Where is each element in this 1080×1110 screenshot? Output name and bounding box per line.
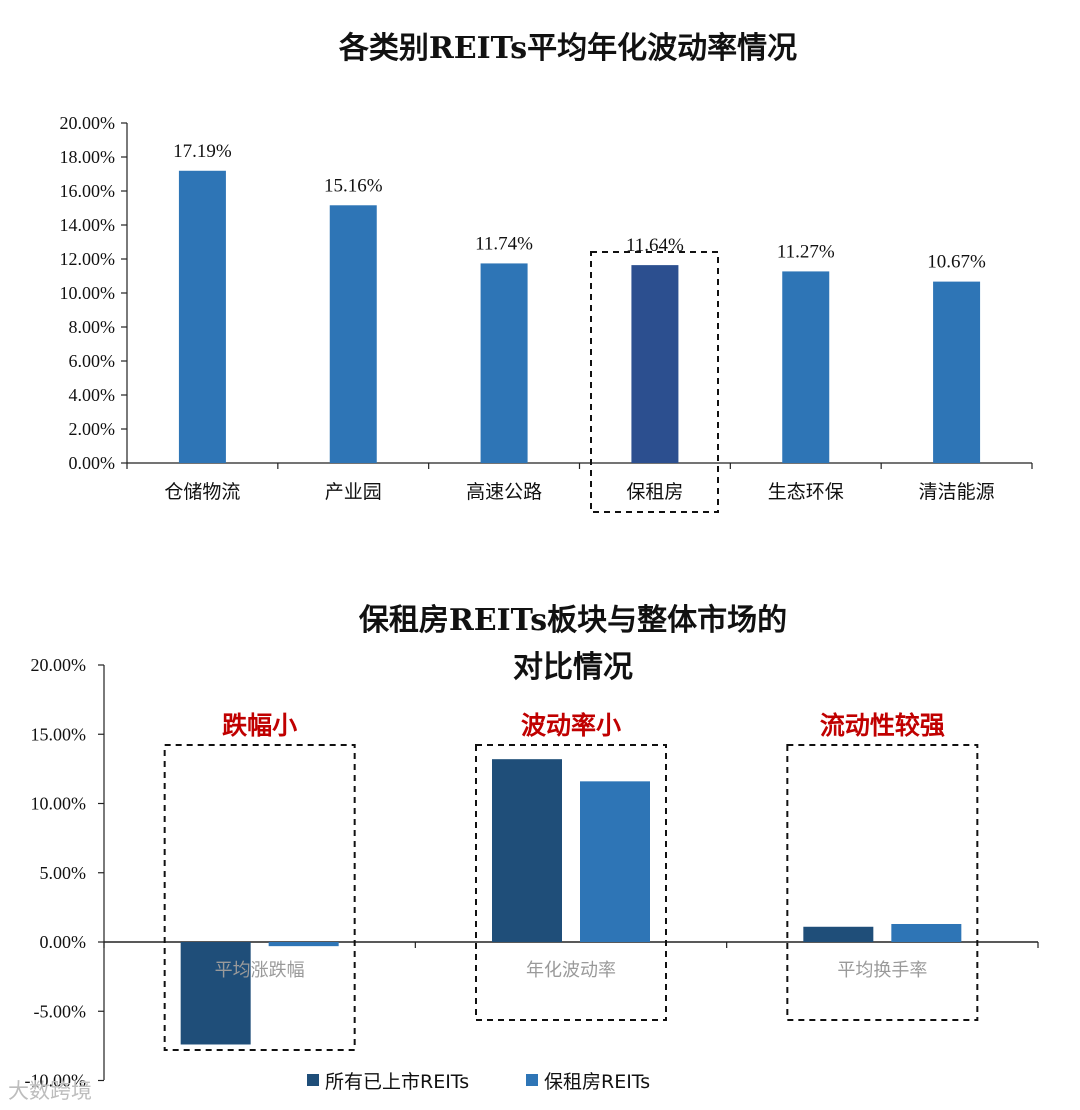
chart2-group-box: [786, 744, 979, 1021]
chart2-bar: [803, 926, 874, 942]
chart2-bar: [891, 923, 962, 942]
chart1-category-label: 高速公路: [466, 481, 542, 503]
chart1-category-label: 清洁能源: [919, 481, 995, 503]
chart2-legend-item: 所有已上市REITs: [307, 1071, 469, 1093]
chart2-y-tick-label: -5.00%: [34, 1001, 87, 1021]
chart2-bar: [580, 781, 650, 942]
chart1-category-label: 保租房: [626, 481, 683, 503]
chart2-group-note: 波动率小: [521, 711, 621, 740]
chart2-bar: [492, 759, 562, 942]
chart2-category-label: 平均涨跌幅: [215, 960, 305, 981]
chart1-data-label: 11.64%: [626, 235, 684, 256]
chart2-bar: [268, 942, 339, 947]
chart2-bar: [180, 942, 251, 1045]
chart1-y-tick-label: 16.00%: [60, 181, 116, 201]
reits-comparison-chart: 保租房REITs板块与整体市场的 对比情况 -10.00% -5.00% 0.00%…: [25, 603, 1039, 1093]
chart1-bar: [933, 281, 981, 463]
chart1-y-tick-label: 12.00%: [60, 249, 116, 269]
chart2-legend: 所有已上市REITs 保租房REITs: [307, 1071, 650, 1093]
chart2-title-line2: 对比情况: [513, 650, 633, 685]
chart1-data-label: 10.67%: [927, 252, 986, 273]
chart1-y-tick-label: 10.00%: [60, 283, 116, 303]
chart1-data-label: 11.27%: [777, 241, 835, 262]
chart2-legend-label: 所有已上市REITs: [325, 1071, 469, 1093]
watermark: 大数跨境: [8, 1079, 92, 1103]
chart1-y-axis: 0.00% 2.00% 4.00% 6.00% 8.00% 10.00% 12.00% 14.…: [60, 113, 127, 473]
chart2-legend-label: 保租房REITs: [544, 1071, 650, 1093]
chart1-y-tick-label: 6.00%: [69, 351, 116, 371]
chart2-legend-swatch: [526, 1074, 538, 1086]
chart2-category-label: 平均换手率: [837, 960, 927, 981]
volatility-by-category-chart: 各类别REITs平均年化波动率情况 0.00% 2.00% 4.00% 6.00% 8.…: [60, 31, 1033, 513]
chart1-y-tick-label: 18.00%: [60, 147, 116, 167]
chart1-y-tick-label: 2.00%: [69, 419, 116, 439]
chart1-data-label: 15.16%: [324, 175, 383, 196]
chart1-bar: [329, 205, 377, 463]
chart2-category-label: 年化波动率: [526, 960, 616, 981]
chart1-y-tick-label: 0.00%: [69, 453, 116, 473]
chart1-bar: [631, 265, 679, 463]
chart2-y-tick-label: 0.00%: [40, 932, 87, 952]
chart1-y-tick-label: 14.00%: [60, 215, 116, 235]
chart1-bar: [782, 271, 830, 463]
chart2-y-tick-label: -10.00%: [25, 1071, 87, 1091]
chart1-bar: [480, 263, 528, 463]
chart2-y-tick-label: 20.00%: [31, 655, 87, 675]
chart1-title: 各类别REITs平均年化波动率情况: [338, 31, 797, 66]
chart1-y-tick-label: 4.00%: [69, 385, 116, 405]
chart2-group-box: [475, 744, 667, 1021]
chart2-legend-swatch: [307, 1074, 319, 1086]
chart1-category-label: 仓储物流: [164, 481, 240, 503]
chart2-group-note: 跌幅小: [222, 711, 297, 740]
chart1-bar: [178, 170, 226, 463]
chart1-bars: 17.19% 仓储物流 15.16% 产业园 11.74% 高速公路 11.64% 保租房 11…: [126, 141, 1033, 503]
chart1-highlight-box: [590, 251, 719, 513]
chart2-y-axis: -10.00% -5.00% 0.00% 5.00% 10.00% 15.00% 20.00…: [25, 655, 104, 1091]
chart1-category-label: 产业园: [325, 481, 382, 503]
chart2-title-line1: 保租房REITs板块与整体市场的: [359, 603, 787, 638]
chart1-y-tick-label: 20.00%: [60, 113, 116, 133]
chart2-y-tick-label: 10.00%: [31, 794, 87, 814]
chart1-data-label: 11.74%: [475, 233, 533, 254]
chart2-y-tick-label: 15.00%: [31, 724, 87, 744]
chart2-group-box: [163, 744, 356, 1051]
chart1-category-label: 生态环保: [768, 481, 844, 503]
chart2-legend-item: 保租房REITs: [526, 1071, 650, 1093]
chart1-data-label: 17.19%: [173, 141, 232, 162]
chart1-y-tick-label: 8.00%: [69, 317, 116, 337]
chart2-y-tick-label: 5.00%: [40, 863, 87, 883]
chart2-group-note: 流动性较强: [820, 711, 945, 740]
